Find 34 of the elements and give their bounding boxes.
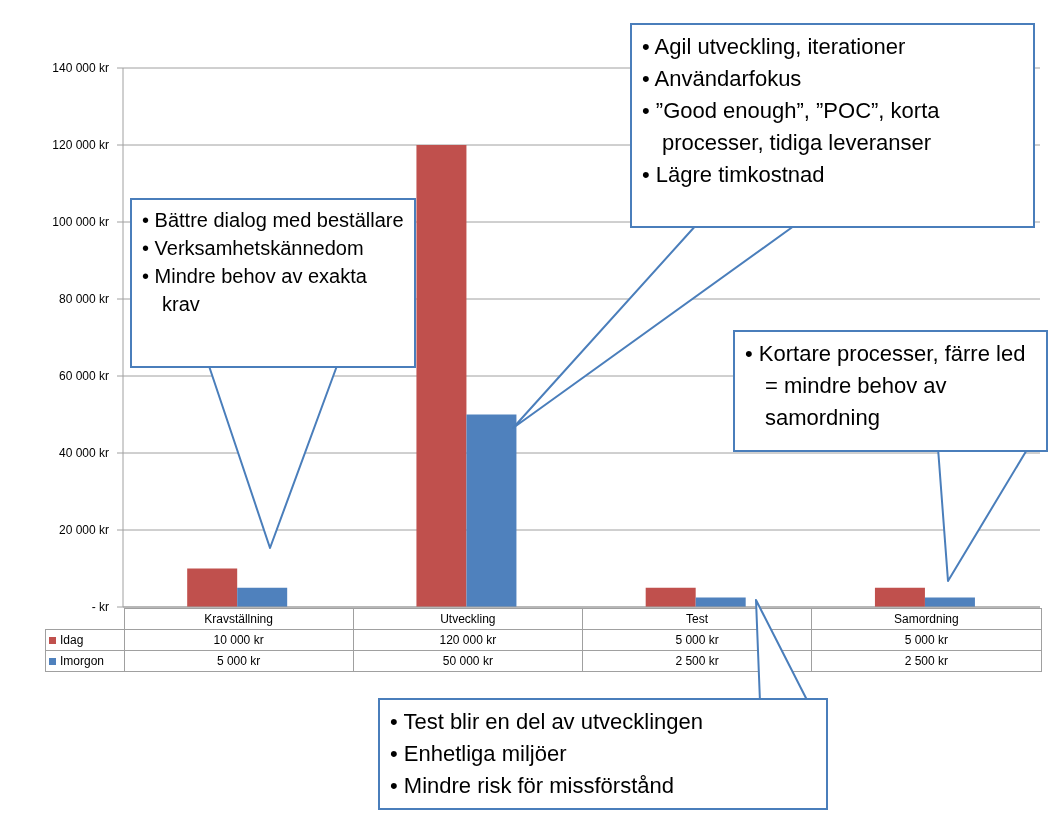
y-tick-label: 80 000 kr	[58, 292, 109, 306]
y-tick-label: 120 000 kr	[52, 138, 109, 152]
data-label: 5 000 kr	[582, 629, 812, 651]
x-tick-label: Kravställning	[124, 608, 354, 630]
annotation: • Bättre dialog med beställare • Verksamhetskännedom • Mindre behov av exakta krav	[142, 208, 404, 317]
data-label: 5 000 kr	[124, 650, 354, 672]
y-tick-label: 140 000 kr	[52, 61, 109, 75]
y-tick-label: 20 000 kr	[58, 523, 109, 537]
data-label: 50 000 kr	[353, 650, 583, 672]
annotation: • Agil utveckling, iterationer • Användarfokus • ”Good enough”, ”POC”, korta processer, tidiga leveranser • Lägre timkostnad	[642, 33, 941, 189]
y-tick-label: - kr	[91, 600, 109, 614]
bar	[645, 587, 696, 607]
data-label: 120 000 kr	[353, 629, 583, 651]
text: • Test blir en del av utvecklingen • Enhetliga miljöer • Mindre risk för missförstånd	[390, 708, 705, 800]
bar	[416, 145, 467, 607]
bar	[695, 597, 746, 607]
bar	[466, 414, 517, 607]
data-label: 2 500 kr	[582, 650, 812, 672]
bar	[924, 597, 975, 607]
annotation: • Kortare processer, färre led = mindre behov av samordning	[745, 340, 1027, 432]
x-tick-label: Samordning	[811, 608, 1041, 630]
data-label: 5 000 kr	[811, 629, 1041, 651]
legend-label: Imorgon	[45, 650, 124, 672]
legend-label: Idag	[45, 629, 124, 651]
x-tick-label: Utveckling	[353, 608, 583, 630]
bar	[874, 587, 925, 607]
y-tick-label: 100 000 kr	[52, 215, 109, 229]
y-tick-label: 40 000 kr	[58, 446, 109, 460]
x-tick-label: Test	[582, 608, 812, 630]
y-tick-label: 60 000 kr	[58, 369, 109, 383]
data-label: 2 500 kr	[811, 650, 1041, 672]
bar	[187, 568, 238, 607]
bar	[237, 587, 288, 607]
data-label: 10 000 kr	[124, 629, 354, 651]
